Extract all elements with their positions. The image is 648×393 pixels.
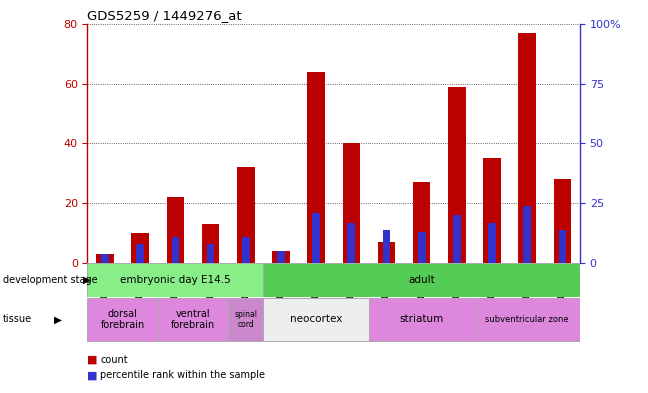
Bar — [263, 263, 580, 297]
Text: spinal
cord: spinal cord — [235, 310, 257, 329]
Text: ▶: ▶ — [54, 314, 62, 324]
Bar — [418, 232, 426, 263]
Bar — [263, 298, 369, 341]
Text: ventral
forebrain: ventral forebrain — [171, 309, 215, 330]
Text: embryonic day E14.5: embryonic day E14.5 — [120, 275, 231, 285]
Bar — [136, 244, 144, 263]
Bar — [413, 182, 430, 263]
Bar — [488, 222, 496, 263]
Bar — [207, 244, 214, 263]
Text: percentile rank within the sample: percentile rank within the sample — [100, 370, 266, 380]
Bar — [378, 242, 395, 263]
Bar — [202, 224, 220, 263]
Bar — [272, 252, 290, 263]
Bar — [167, 197, 184, 263]
Text: GDS5259 / 1449276_at: GDS5259 / 1449276_at — [87, 9, 242, 22]
Bar — [101, 254, 109, 263]
Bar — [87, 263, 263, 297]
Text: ▶: ▶ — [83, 275, 91, 285]
Text: ■: ■ — [87, 370, 98, 380]
Bar — [312, 213, 320, 263]
Bar — [448, 86, 466, 263]
Bar — [172, 237, 179, 263]
Bar — [559, 230, 566, 263]
Bar — [518, 33, 536, 263]
Bar — [382, 230, 390, 263]
Text: striatum: striatum — [400, 314, 444, 324]
Bar — [228, 298, 263, 341]
Bar — [237, 167, 255, 263]
Bar — [87, 298, 158, 341]
Bar — [277, 252, 285, 263]
Bar — [453, 215, 461, 263]
Bar — [483, 158, 501, 263]
Text: tissue: tissue — [3, 314, 32, 324]
Text: adult: adult — [408, 275, 435, 285]
Bar — [524, 206, 531, 263]
Text: development stage: development stage — [3, 275, 98, 285]
Bar — [242, 237, 249, 263]
Bar — [97, 254, 114, 263]
Bar — [347, 222, 355, 263]
Text: count: count — [100, 354, 128, 365]
Bar — [474, 298, 580, 341]
Bar — [158, 298, 228, 341]
Bar — [132, 233, 149, 263]
Bar — [343, 143, 360, 263]
Text: dorsal
forebrain: dorsal forebrain — [100, 309, 145, 330]
Bar — [369, 298, 474, 341]
Text: subventricular zone: subventricular zone — [485, 315, 569, 324]
Bar — [553, 179, 571, 263]
Bar — [307, 72, 325, 263]
Text: ■: ■ — [87, 354, 98, 365]
Text: neocortex: neocortex — [290, 314, 342, 324]
